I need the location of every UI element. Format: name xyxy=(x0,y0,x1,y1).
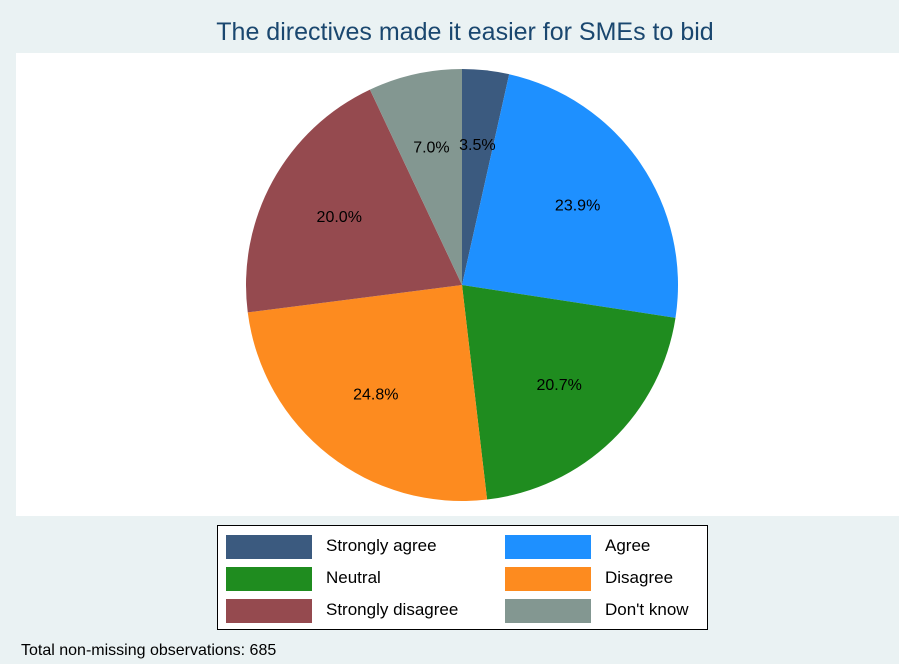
slice-label-strongly-agree: 3.5% xyxy=(459,137,495,154)
legend-swatch xyxy=(505,599,591,623)
legend-label: Strongly agree xyxy=(326,536,437,555)
observations-note: Total non-missing observations: 685 xyxy=(21,642,277,659)
plot-area: 3.5% 23.9% 20.7% 24.8% 20.0% 7.0% xyxy=(16,53,899,516)
legend: Strongly agree Agree Neutral Disagree Strong… xyxy=(217,525,708,630)
pie-slice-neutral xyxy=(462,285,676,500)
legend-swatch xyxy=(226,535,312,559)
pie-slice-strongly-agree xyxy=(462,69,510,285)
slice-label-agree: 23.9% xyxy=(555,197,600,214)
legend-label: Strongly disagree xyxy=(326,600,459,619)
chart-title: The directives made it easier for SMEs t… xyxy=(216,18,714,46)
legend-swatch xyxy=(505,567,591,591)
legend-swatch xyxy=(226,599,312,623)
slice-label-don-t-know: 7.0% xyxy=(413,140,449,157)
legend-label: Agree xyxy=(605,536,651,555)
pie-slice-disagree xyxy=(247,285,488,501)
pie-chart: 3.5% 23.9% 20.7% 24.8% 20.0% 7.0% xyxy=(246,69,678,501)
pie-slice-strongly-disagree xyxy=(246,89,462,313)
pie-slice-agree xyxy=(462,74,678,318)
legend-label: Don't know xyxy=(605,600,689,619)
legend-swatch xyxy=(505,535,591,559)
legend-swatch xyxy=(226,567,312,591)
slice-label-disagree: 24.8% xyxy=(353,387,398,404)
slice-label-neutral: 20.7% xyxy=(537,377,582,394)
legend-label: Disagree xyxy=(605,568,674,587)
slice-label-strongly-disagree: 20.0% xyxy=(317,209,362,226)
pie-slice-don-t-know xyxy=(369,69,462,285)
legend-label: Neutral xyxy=(326,568,381,587)
